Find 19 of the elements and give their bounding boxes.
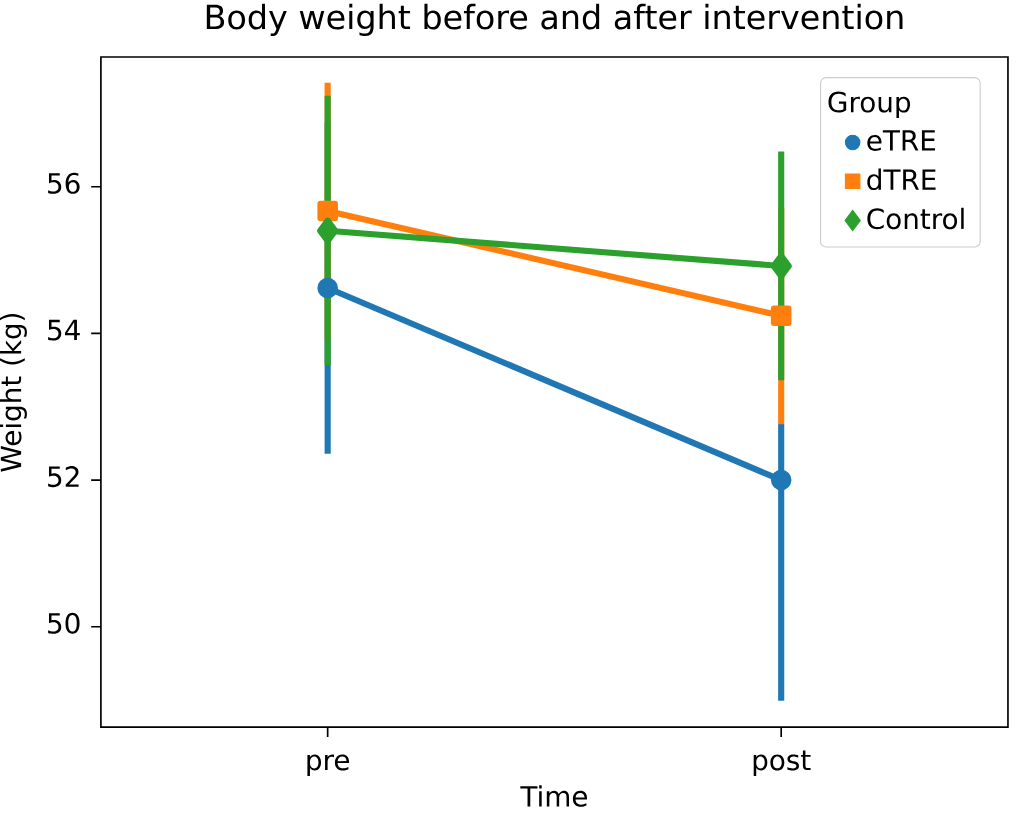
point — [317, 217, 339, 244]
legend-label: dTRE — [867, 168, 936, 191]
legend-label: Control — [867, 207, 964, 230]
chart-title: Body weight before and after intervention — [206, 3, 903, 37]
y-tick-label: 52 — [48, 466, 79, 488]
x-tick-label: pre — [307, 754, 350, 776]
x-axis-title: Time — [520, 785, 588, 807]
point — [770, 469, 792, 491]
point — [770, 252, 792, 280]
y-axis-title: Weight (kg) — [0, 313, 27, 472]
y-tick-label: 50 — [48, 612, 80, 634]
legend-title: Group — [828, 91, 911, 119]
x-tick-label: post — [753, 750, 811, 776]
point — [317, 277, 338, 299]
legend-label: eTRE — [867, 130, 935, 151]
y-tick-label: 56 — [48, 172, 80, 194]
point — [317, 200, 338, 222]
point — [770, 305, 792, 327]
y-tick-label: 54 — [48, 319, 80, 341]
